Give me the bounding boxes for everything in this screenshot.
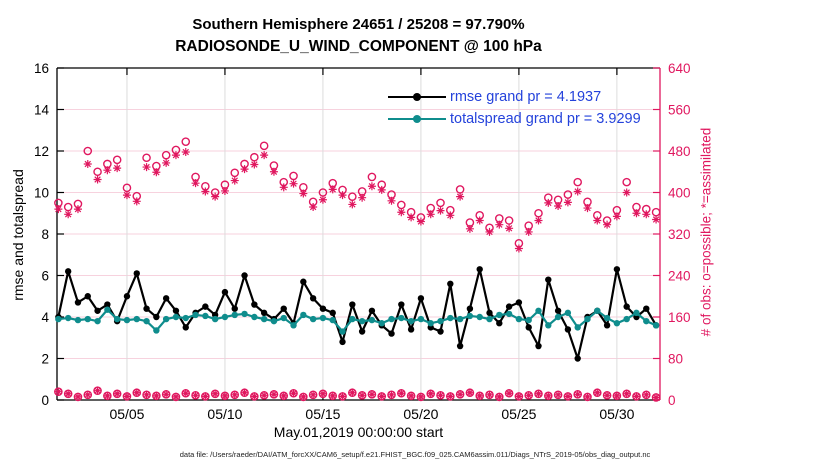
svg-text:12: 12: [34, 144, 49, 159]
svg-text:16: 16: [34, 61, 49, 76]
svg-text:14: 14: [34, 103, 50, 118]
y-axis-label-left: rmse and totalspread: [10, 169, 26, 301]
chart-title: Southern Hemisphere 24651 / 25208 = 97.7…: [57, 14, 660, 58]
svg-text:05/15: 05/15: [305, 406, 340, 422]
x-axis-label: May.01,2019 00:00:00 start: [273, 424, 444, 440]
data-file-note: data file: /Users/raeder/DAI/ATM_forcXX/…: [179, 450, 651, 459]
svg-text:6: 6: [41, 269, 49, 284]
rmse-line-marker: [388, 86, 446, 108]
totalspread-line-marker: [388, 108, 446, 130]
title-line-2: RADIOSONDE_U_WIND_COMPONENT @ 100 hPa: [175, 38, 542, 55]
svg-text:80: 80: [668, 352, 683, 367]
legend-label-totalspread: totalspread grand pr = 3.9299: [450, 111, 641, 127]
legend-entry-rmse: rmse grand pr = 4.1937: [388, 86, 641, 108]
svg-text:400: 400: [668, 186, 691, 201]
svg-text:2: 2: [41, 352, 49, 367]
svg-text:8: 8: [41, 227, 49, 242]
svg-text:560: 560: [668, 103, 691, 118]
svg-text:05/10: 05/10: [207, 406, 242, 422]
svg-text:0: 0: [668, 393, 676, 408]
y-axis-label-right: # of obs: o=possible; *=assimilated: [698, 127, 714, 337]
svg-text:05/20: 05/20: [403, 406, 438, 422]
svg-text:05/25: 05/25: [501, 406, 536, 422]
legend-label-rmse: rmse grand pr = 4.1937: [450, 89, 602, 105]
svg-text:320: 320: [668, 227, 691, 242]
svg-text:05/30: 05/30: [599, 406, 634, 422]
svg-text:05/05: 05/05: [109, 406, 144, 422]
svg-text:0: 0: [41, 393, 49, 408]
legend-entry-totalspread: totalspread grand pr = 3.9299: [388, 108, 641, 130]
svg-text:480: 480: [668, 144, 691, 159]
svg-text:640: 640: [668, 61, 691, 76]
svg-text:4: 4: [41, 310, 49, 325]
svg-text:240: 240: [668, 269, 691, 284]
svg-text:10: 10: [34, 186, 49, 201]
title-line-1: Southern Hemisphere 24651 / 25208 = 97.7…: [192, 16, 525, 33]
svg-text:160: 160: [668, 310, 691, 325]
legend: rmse grand pr = 4.1937 totalspread grand…: [388, 86, 641, 130]
